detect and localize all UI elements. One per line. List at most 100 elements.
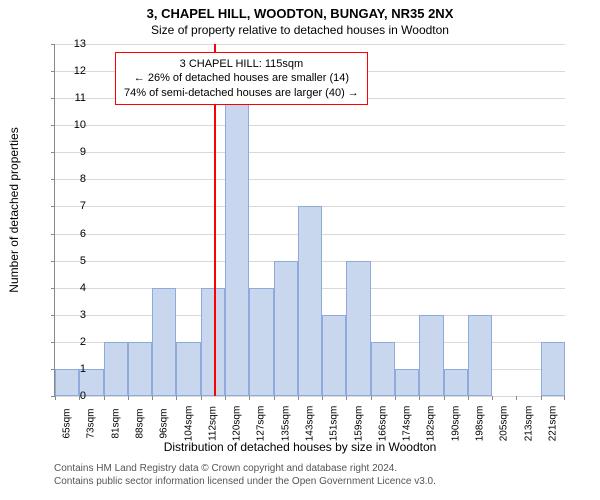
xtick-mark bbox=[249, 396, 250, 400]
license-text: Contains HM Land Registry data © Crown c… bbox=[54, 462, 436, 488]
histogram-bar bbox=[176, 342, 200, 396]
ytick-mark bbox=[51, 342, 55, 343]
ytick-mark bbox=[51, 288, 55, 289]
histogram-bar bbox=[152, 288, 176, 396]
histogram-bar bbox=[322, 315, 346, 396]
ytick-mark bbox=[51, 98, 55, 99]
ytick-label: 5 bbox=[56, 255, 86, 267]
ytick-label: 4 bbox=[56, 282, 86, 294]
xtick-label: 127sqm bbox=[256, 406, 267, 442]
histogram-bar bbox=[468, 315, 492, 396]
ytick-label: 9 bbox=[56, 146, 86, 158]
xtick-mark bbox=[225, 396, 226, 400]
ytick-label: 13 bbox=[56, 38, 86, 50]
xtick-mark bbox=[201, 396, 202, 400]
xtick-mark bbox=[152, 396, 153, 400]
license-line2: Contains public sector information licen… bbox=[54, 475, 436, 488]
xtick-mark bbox=[468, 396, 469, 400]
xtick-mark bbox=[176, 396, 177, 400]
plot-area: 65sqm73sqm81sqm88sqm96sqm104sqm112sqm120… bbox=[54, 44, 565, 397]
xtick-mark bbox=[444, 396, 445, 400]
gridline bbox=[55, 44, 565, 45]
xtick-label: 81sqm bbox=[110, 408, 121, 438]
ytick-label: 3 bbox=[56, 309, 86, 321]
histogram-bar bbox=[395, 369, 419, 396]
ytick-mark bbox=[51, 179, 55, 180]
xtick-mark bbox=[128, 396, 129, 400]
xtick-label: 73sqm bbox=[86, 408, 97, 438]
license-line1: Contains HM Land Registry data © Crown c… bbox=[54, 462, 436, 475]
xtick-mark bbox=[395, 396, 396, 400]
histogram-bar bbox=[274, 261, 298, 396]
histogram-bar bbox=[346, 261, 370, 396]
histogram-bar bbox=[104, 342, 128, 396]
xtick-label: 143sqm bbox=[305, 406, 316, 442]
histogram-bar bbox=[444, 369, 468, 396]
title-sub: Size of property relative to detached ho… bbox=[0, 21, 600, 37]
annotation-box: 3 CHAPEL HILL: 115sqm← 26% of detached h… bbox=[115, 52, 368, 105]
ytick-label: 0 bbox=[56, 390, 86, 402]
title-main: 3, CHAPEL HILL, WOODTON, BUNGAY, NR35 2N… bbox=[0, 0, 600, 21]
xtick-mark bbox=[516, 396, 517, 400]
ytick-label: 2 bbox=[56, 336, 86, 348]
xtick-mark bbox=[564, 396, 565, 400]
xtick-label: 104sqm bbox=[183, 406, 194, 442]
ytick-label: 7 bbox=[56, 200, 86, 212]
xtick-mark bbox=[492, 396, 493, 400]
y-axis-label: Number of detached properties bbox=[7, 127, 21, 292]
xtick-label: 190sqm bbox=[450, 406, 461, 442]
ytick-label: 11 bbox=[56, 92, 86, 104]
histogram-bar bbox=[419, 315, 443, 396]
ytick-mark bbox=[51, 125, 55, 126]
xtick-mark bbox=[322, 396, 323, 400]
gridline bbox=[55, 152, 565, 153]
ytick-mark bbox=[51, 206, 55, 207]
xtick-label: 221sqm bbox=[547, 406, 558, 442]
xtick-label: 159sqm bbox=[353, 406, 364, 442]
xtick-label: 166sqm bbox=[377, 406, 388, 442]
xtick-mark bbox=[419, 396, 420, 400]
xtick-label: 174sqm bbox=[402, 406, 413, 442]
ytick-mark bbox=[51, 71, 55, 72]
gridline bbox=[55, 179, 565, 180]
x-axis-label: Distribution of detached houses by size … bbox=[0, 440, 600, 454]
xtick-label: 205sqm bbox=[499, 406, 510, 442]
xtick-label: 198sqm bbox=[475, 406, 486, 442]
histogram-bar bbox=[298, 206, 322, 396]
gridline bbox=[55, 125, 565, 126]
xtick-label: 151sqm bbox=[329, 406, 340, 442]
ytick-mark bbox=[51, 315, 55, 316]
ytick-label: 1 bbox=[56, 363, 86, 375]
chart-container: 3, CHAPEL HILL, WOODTON, BUNGAY, NR35 2N… bbox=[0, 0, 600, 500]
ytick-mark bbox=[51, 152, 55, 153]
histogram-bar bbox=[201, 288, 225, 396]
ytick-label: 8 bbox=[56, 173, 86, 185]
xtick-label: 96sqm bbox=[159, 408, 170, 438]
annotation-line3: 74% of semi-detached houses are larger (… bbox=[124, 86, 359, 100]
xtick-label: 135sqm bbox=[280, 406, 291, 442]
ytick-label: 6 bbox=[56, 228, 86, 240]
xtick-mark bbox=[274, 396, 275, 400]
xtick-label: 120sqm bbox=[232, 406, 243, 442]
xtick-label: 65sqm bbox=[62, 408, 73, 438]
ytick-mark bbox=[51, 234, 55, 235]
histogram-bar bbox=[541, 342, 565, 396]
ytick-label: 10 bbox=[56, 119, 86, 131]
xtick-mark bbox=[104, 396, 105, 400]
xtick-mark bbox=[346, 396, 347, 400]
histogram-bar bbox=[128, 342, 152, 396]
histogram-bar bbox=[225, 71, 249, 396]
xtick-label: 213sqm bbox=[523, 406, 534, 442]
ytick-mark bbox=[51, 44, 55, 45]
ytick-mark bbox=[51, 261, 55, 262]
gridline bbox=[55, 396, 565, 397]
ytick-label: 12 bbox=[56, 65, 86, 77]
xtick-mark bbox=[298, 396, 299, 400]
annotation-line1: 3 CHAPEL HILL: 115sqm bbox=[124, 57, 359, 71]
xtick-label: 88sqm bbox=[135, 408, 146, 438]
xtick-label: 112sqm bbox=[207, 406, 218, 441]
xtick-mark bbox=[371, 396, 372, 400]
annotation-line2: ← 26% of detached houses are smaller (14… bbox=[124, 71, 359, 85]
xtick-label: 182sqm bbox=[426, 406, 437, 442]
histogram-bar bbox=[249, 288, 273, 396]
